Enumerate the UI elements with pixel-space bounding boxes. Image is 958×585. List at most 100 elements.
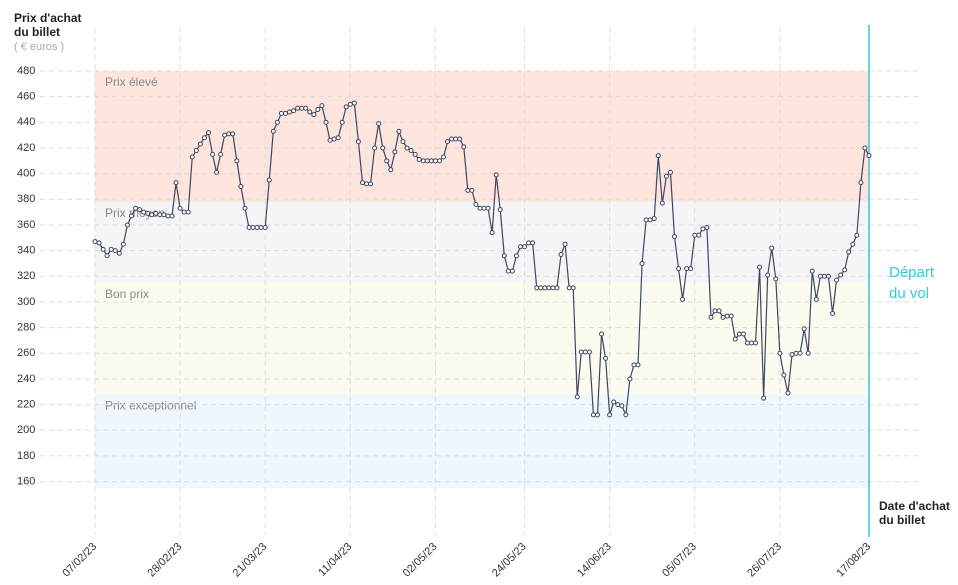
price-band <box>95 394 869 488</box>
y-tick-label: 440 <box>17 116 35 128</box>
price-point <box>590 412 596 418</box>
price-point <box>400 139 406 145</box>
price-point <box>133 205 139 211</box>
band-label: Prix élevé <box>105 75 158 89</box>
price-point <box>347 101 353 107</box>
price-point <box>789 352 795 358</box>
price-point <box>287 109 293 115</box>
y-tick-label: 460 <box>17 91 35 103</box>
price-point <box>351 100 357 106</box>
price-point <box>185 209 191 215</box>
price-point <box>830 311 836 317</box>
y-tick-label: 420 <box>17 142 35 154</box>
price-point <box>323 119 329 125</box>
price-point <box>639 260 645 266</box>
price-point <box>728 313 734 319</box>
x-tick-label: 28/02/23 <box>146 541 185 580</box>
price-point <box>513 253 519 259</box>
price-point <box>866 153 872 159</box>
price-point <box>457 136 463 142</box>
y-tick-label: 180 <box>17 450 35 462</box>
price-point <box>291 108 297 114</box>
price-point <box>623 412 629 418</box>
price-point <box>554 285 560 291</box>
x-tick-label: 17/08/23 <box>834 541 873 580</box>
price-point <box>558 251 564 257</box>
price-point <box>161 212 167 218</box>
price-point <box>680 296 686 302</box>
price-point <box>339 119 345 125</box>
price-point <box>449 136 455 142</box>
price-point <box>218 151 224 157</box>
price-point <box>392 149 398 155</box>
price-point <box>250 225 256 231</box>
price-point <box>274 119 280 125</box>
price-point <box>700 226 706 232</box>
y-tick-label: 360 <box>17 219 35 231</box>
y-tick-label: 320 <box>17 270 35 282</box>
price-point <box>327 137 333 143</box>
price-point <box>372 145 378 151</box>
price-point <box>453 136 459 142</box>
price-point <box>757 264 763 270</box>
price-point <box>214 169 220 175</box>
price-point <box>469 187 475 193</box>
price-point <box>809 268 815 274</box>
price-point <box>226 131 232 137</box>
price-point <box>201 135 207 141</box>
price-point <box>671 234 677 240</box>
price-point <box>376 121 382 127</box>
price-point <box>368 181 374 187</box>
price-point <box>651 216 657 222</box>
price-point <box>432 158 438 164</box>
price-point <box>505 268 511 274</box>
price-point <box>173 180 179 186</box>
price-point <box>542 285 548 291</box>
price-point <box>773 276 779 282</box>
price-point <box>230 131 236 137</box>
price-point <box>420 158 426 164</box>
price-point <box>412 151 418 157</box>
price-point <box>676 266 682 272</box>
price-point <box>769 245 775 251</box>
price-point <box>635 362 641 368</box>
x-tick-label: 21/03/23 <box>231 541 270 580</box>
price-point <box>663 173 669 179</box>
price-point <box>234 158 240 164</box>
price-point <box>574 394 580 400</box>
y-tick-label: 340 <box>17 245 35 257</box>
price-point <box>335 135 341 141</box>
price-point <box>615 402 621 408</box>
price-point <box>517 244 523 250</box>
y-axis-title: Prix d'achat du billet <box>14 11 82 39</box>
price-point <box>149 212 155 218</box>
price-point <box>270 128 276 134</box>
price-point <box>813 296 819 302</box>
price-point <box>104 253 110 259</box>
price-point <box>124 222 130 228</box>
price-point <box>509 268 515 274</box>
price-point <box>708 314 714 320</box>
x-axis-title: Date d'achat du billet <box>879 499 950 527</box>
price-band <box>95 282 869 395</box>
price-point <box>712 308 718 314</box>
price-point <box>145 210 151 216</box>
price-point <box>177 205 183 211</box>
price-point <box>355 139 361 145</box>
price-point <box>688 266 694 272</box>
price-point <box>238 183 244 189</box>
price-point <box>785 390 791 396</box>
price-point <box>266 177 272 183</box>
price-point <box>343 104 349 110</box>
price-band <box>95 71 869 202</box>
price-point <box>315 106 321 112</box>
price-point <box>299 105 305 111</box>
x-tick-label: 05/07/23 <box>660 541 699 580</box>
price-point <box>197 141 203 147</box>
price-point <box>611 399 617 405</box>
price-point <box>854 232 860 238</box>
price-point <box>96 240 102 246</box>
price-point <box>445 139 451 145</box>
price-point <box>473 201 479 207</box>
